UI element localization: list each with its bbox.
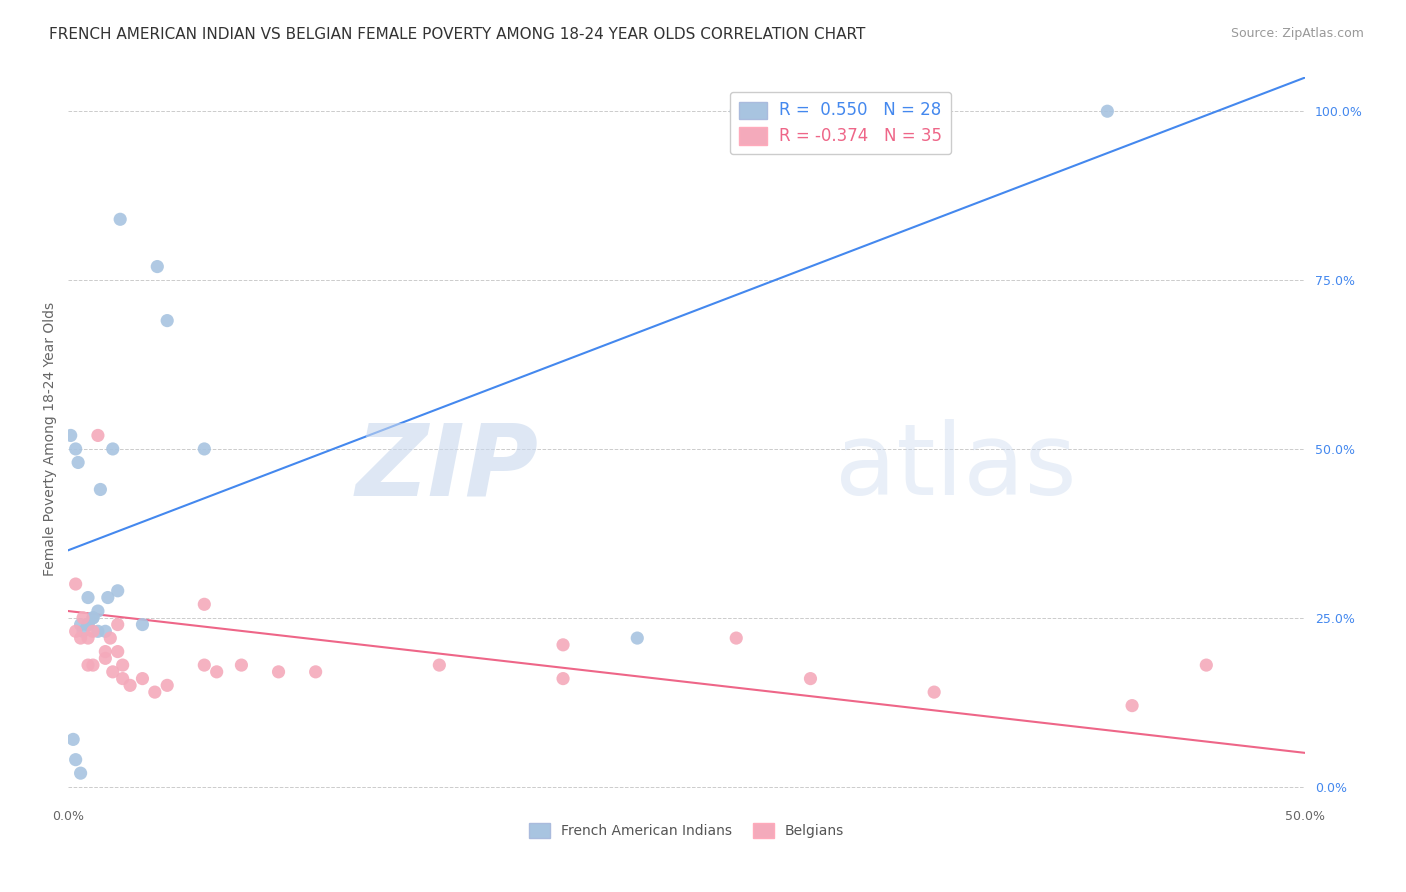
Point <box>120 678 142 692</box>
Point <box>98 631 121 645</box>
Point <box>799 672 821 686</box>
Point <box>72 624 94 639</box>
Point <box>107 583 129 598</box>
Point <box>82 658 104 673</box>
Point <box>77 617 100 632</box>
Point <box>94 624 117 639</box>
Point <box>87 624 110 639</box>
Point <box>69 631 91 645</box>
Point <box>69 766 91 780</box>
Point <box>427 658 450 673</box>
Point <box>65 442 87 456</box>
Point <box>62 732 84 747</box>
Point <box>146 260 169 274</box>
Text: FRENCH AMERICAN INDIAN VS BELGIAN FEMALE POVERTY AMONG 18-24 YEAR OLDS CORRELATI: FRENCH AMERICAN INDIAN VS BELGIAN FEMALE… <box>49 27 866 42</box>
Point <box>77 658 100 673</box>
Point <box>922 685 945 699</box>
Point <box>77 591 100 605</box>
Point <box>1195 658 1218 673</box>
Point <box>107 617 129 632</box>
Point <box>111 658 134 673</box>
Point <box>108 212 131 227</box>
Point <box>67 455 90 469</box>
Y-axis label: Female Poverty Among 18-24 Year Olds: Female Poverty Among 18-24 Year Olds <box>44 301 58 576</box>
Point <box>156 678 179 692</box>
Point <box>94 644 117 658</box>
Point <box>65 624 87 639</box>
Point <box>725 631 748 645</box>
Point <box>87 604 110 618</box>
Point <box>156 313 179 327</box>
Point <box>101 665 124 679</box>
Point <box>77 631 100 645</box>
Point <box>205 665 228 679</box>
Point <box>65 753 87 767</box>
Point <box>107 644 129 658</box>
Point <box>94 651 117 665</box>
Point <box>725 104 748 119</box>
Point <box>89 483 111 497</box>
Point <box>551 638 574 652</box>
Text: atlas: atlas <box>835 419 1077 516</box>
Point <box>193 658 215 673</box>
Point <box>77 617 100 632</box>
Point <box>304 665 326 679</box>
Point <box>193 597 215 611</box>
Point <box>193 442 215 456</box>
Point <box>231 658 253 673</box>
Point <box>82 611 104 625</box>
Point <box>82 611 104 625</box>
Point <box>267 665 290 679</box>
Point <box>97 591 120 605</box>
Point <box>111 672 134 686</box>
Point <box>69 617 91 632</box>
Text: Source: ZipAtlas.com: Source: ZipAtlas.com <box>1230 27 1364 40</box>
Point <box>131 617 153 632</box>
Point <box>87 428 110 442</box>
Point <box>143 685 166 699</box>
Point <box>131 672 153 686</box>
Point <box>626 631 648 645</box>
Point <box>65 577 87 591</box>
Point <box>82 624 104 639</box>
Point <box>1097 104 1119 119</box>
Text: ZIP: ZIP <box>356 419 538 516</box>
Point <box>551 672 574 686</box>
Point <box>72 611 94 625</box>
Point <box>1121 698 1143 713</box>
Legend: French American Indians, Belgians: French American Indians, Belgians <box>523 818 849 844</box>
Point <box>59 428 82 442</box>
Point <box>101 442 124 456</box>
